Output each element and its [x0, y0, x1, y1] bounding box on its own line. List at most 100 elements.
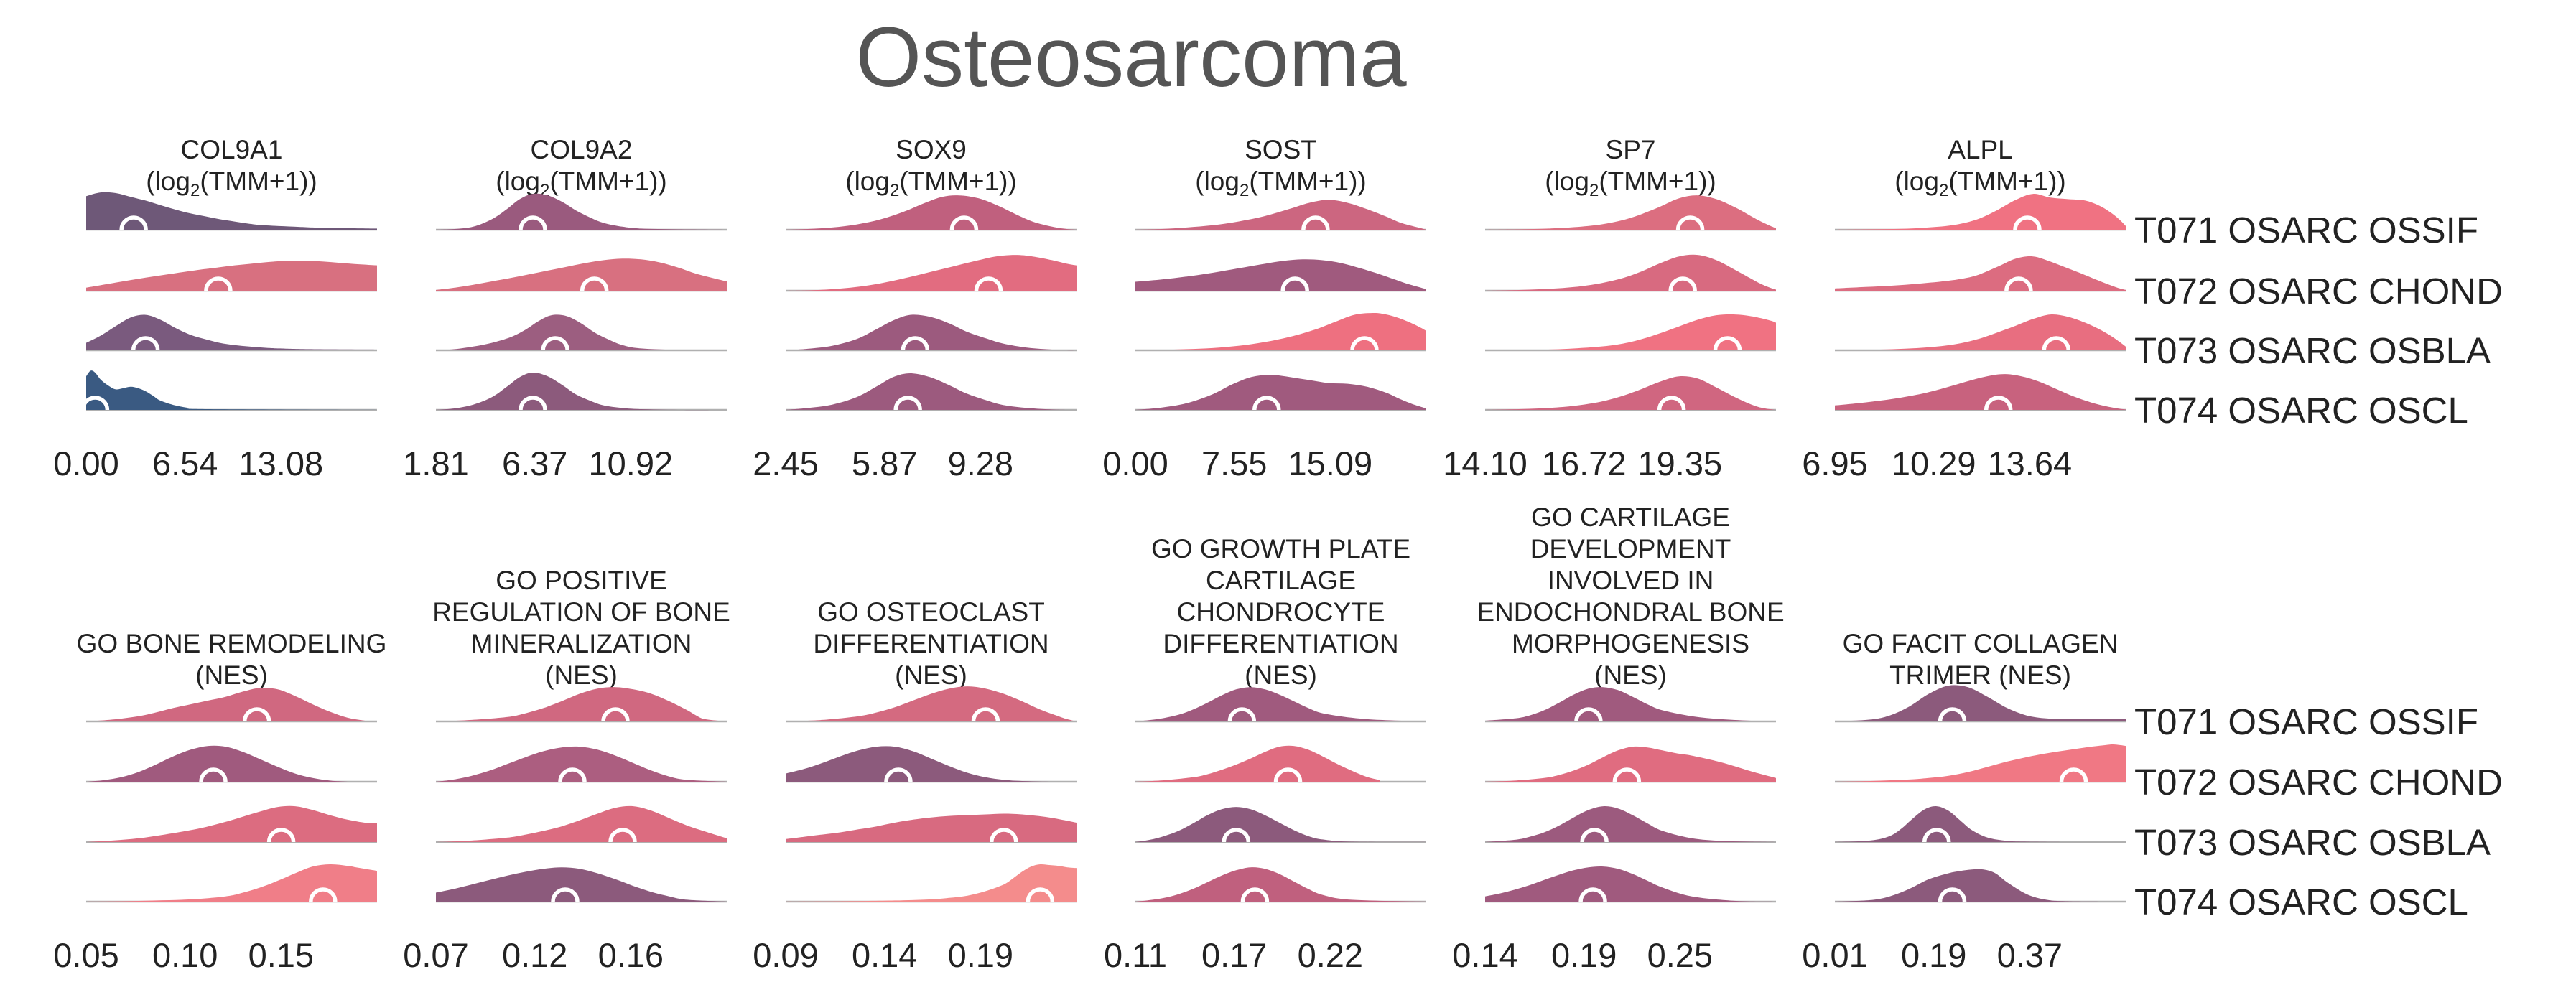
- ridge: [1135, 745, 1426, 783]
- ridge: [1835, 374, 2126, 411]
- density-area: [86, 370, 377, 410]
- ridge: [436, 193, 727, 231]
- panel: GO BONE REMODELING(NES) 0.05 0.10 0.15: [53, 629, 386, 974]
- x-tick-label: 0.00: [1102, 444, 1168, 482]
- median-marker: [1938, 887, 1967, 902]
- x-tick-label: 6.37: [502, 444, 567, 482]
- x-tick-label: 19.35: [1638, 444, 1723, 482]
- median-marker: [893, 396, 922, 411]
- density-area: [786, 373, 1077, 411]
- panel-title-line: DIFFERENTIATION: [1163, 629, 1398, 658]
- median-marker: [971, 707, 1000, 721]
- x-tick-label: 1.81: [403, 444, 468, 482]
- density-area: [786, 686, 1077, 721]
- ridge: [1485, 254, 1776, 292]
- x-tick-label: 0.11: [1104, 936, 1167, 974]
- ridge: [436, 687, 727, 723]
- median-marker: [119, 215, 148, 230]
- ridge: [1135, 312, 1426, 352]
- density-area: [1135, 745, 1380, 782]
- ridge: [1135, 807, 1426, 843]
- median-marker: [1984, 396, 2013, 410]
- density-area: [1835, 314, 2126, 350]
- ridge: [1135, 867, 1426, 903]
- median-marker: [901, 336, 930, 351]
- x-tick-label: 16.72: [1542, 444, 1627, 482]
- median-marker: [131, 336, 160, 350]
- median-marker: [266, 828, 296, 842]
- x-tick-label: 9.28: [948, 444, 1013, 482]
- x-tick-label: 0.25: [1647, 936, 1713, 974]
- density-area: [1835, 194, 2126, 230]
- median-marker: [1301, 215, 1330, 230]
- x-tick-label: 0.01: [1802, 936, 1867, 974]
- density-area: [436, 193, 727, 230]
- ridge: [1135, 259, 1426, 292]
- median-marker: [204, 276, 233, 291]
- ridge: [1835, 806, 2126, 843]
- panel-title-line: CARTILAGE: [1206, 566, 1356, 595]
- panel: GO GROWTH PLATECARTILAGECHONDROCYTEDIFFE…: [1104, 534, 1426, 974]
- x-tick-label: 13.64: [1988, 444, 2073, 482]
- x-tick-label: 0.17: [1201, 936, 1267, 974]
- median-marker: [558, 767, 587, 782]
- density-area: [436, 372, 727, 411]
- ridge: [786, 813, 1077, 843]
- panel: SP7 (log2(TMM+1)) 14.10 16.72 19.35: [1443, 135, 1776, 482]
- median-marker: [1240, 887, 1270, 902]
- median-marker: [2059, 767, 2088, 782]
- median-marker: [1938, 707, 1967, 721]
- x-tick-label: 0.14: [1452, 936, 1517, 974]
- median-marker: [86, 396, 110, 410]
- density-area: [1835, 806, 2126, 843]
- panel-title-line: ENDOCHONDRAL BONE: [1477, 597, 1784, 627]
- panel-title-line: (log2(TMM+1)): [1545, 167, 1716, 200]
- median-marker: [1578, 887, 1607, 902]
- x-tick-label: 0.14: [852, 936, 917, 974]
- x-tick-label: 0.12: [502, 936, 567, 974]
- ridge: [786, 373, 1077, 411]
- density-area: [786, 195, 1077, 230]
- ridge: [1485, 314, 1776, 352]
- density-area: [436, 687, 727, 721]
- ridge: [86, 745, 377, 783]
- x-tick-label: 0.19: [1551, 936, 1617, 974]
- x-tick-label: 0.16: [598, 936, 664, 974]
- ridge: [786, 255, 1077, 292]
- median-marker: [2013, 215, 2042, 230]
- panel-title-line: GO OSTEOCLAST: [817, 597, 1045, 627]
- panel-title-line: GO GROWTH PLATE: [1151, 534, 1410, 564]
- median-marker: [1922, 828, 1951, 843]
- ridge: [436, 805, 727, 843]
- density-area: [436, 805, 727, 842]
- density-area: [786, 255, 1077, 291]
- median-marker: [601, 707, 630, 721]
- panel-title-line: SP7: [1606, 135, 1656, 164]
- panel-title-line: COL9A1: [181, 135, 283, 164]
- panel-title-line: (log2(TMM+1)): [146, 167, 317, 200]
- ridge: [1835, 194, 2126, 231]
- panel-title-line: DIFFERENTIATION: [813, 629, 1048, 658]
- median-marker: [1612, 767, 1642, 782]
- density-area: [1485, 866, 1776, 902]
- x-tick-label: 0.00: [53, 444, 118, 482]
- x-tick-label: 14.10: [1443, 444, 1528, 482]
- x-tick-label: 6.95: [1802, 444, 1867, 482]
- panel-title-line: GO CARTILAGE: [1531, 502, 1730, 532]
- ridge: [1485, 746, 1776, 783]
- median-marker: [1026, 887, 1055, 902]
- ridge: [86, 261, 377, 292]
- density-area: [786, 813, 1077, 842]
- ridge: [1485, 687, 1776, 723]
- ridge: [786, 195, 1077, 231]
- density-area: [86, 192, 377, 230]
- panel-title-line: (NES): [1245, 660, 1317, 690]
- x-tick-label: 0.10: [152, 936, 218, 974]
- ridge: [786, 746, 1077, 783]
- row-label: T071 OSARC OSSIF: [2134, 210, 2478, 251]
- ridge: [436, 258, 727, 292]
